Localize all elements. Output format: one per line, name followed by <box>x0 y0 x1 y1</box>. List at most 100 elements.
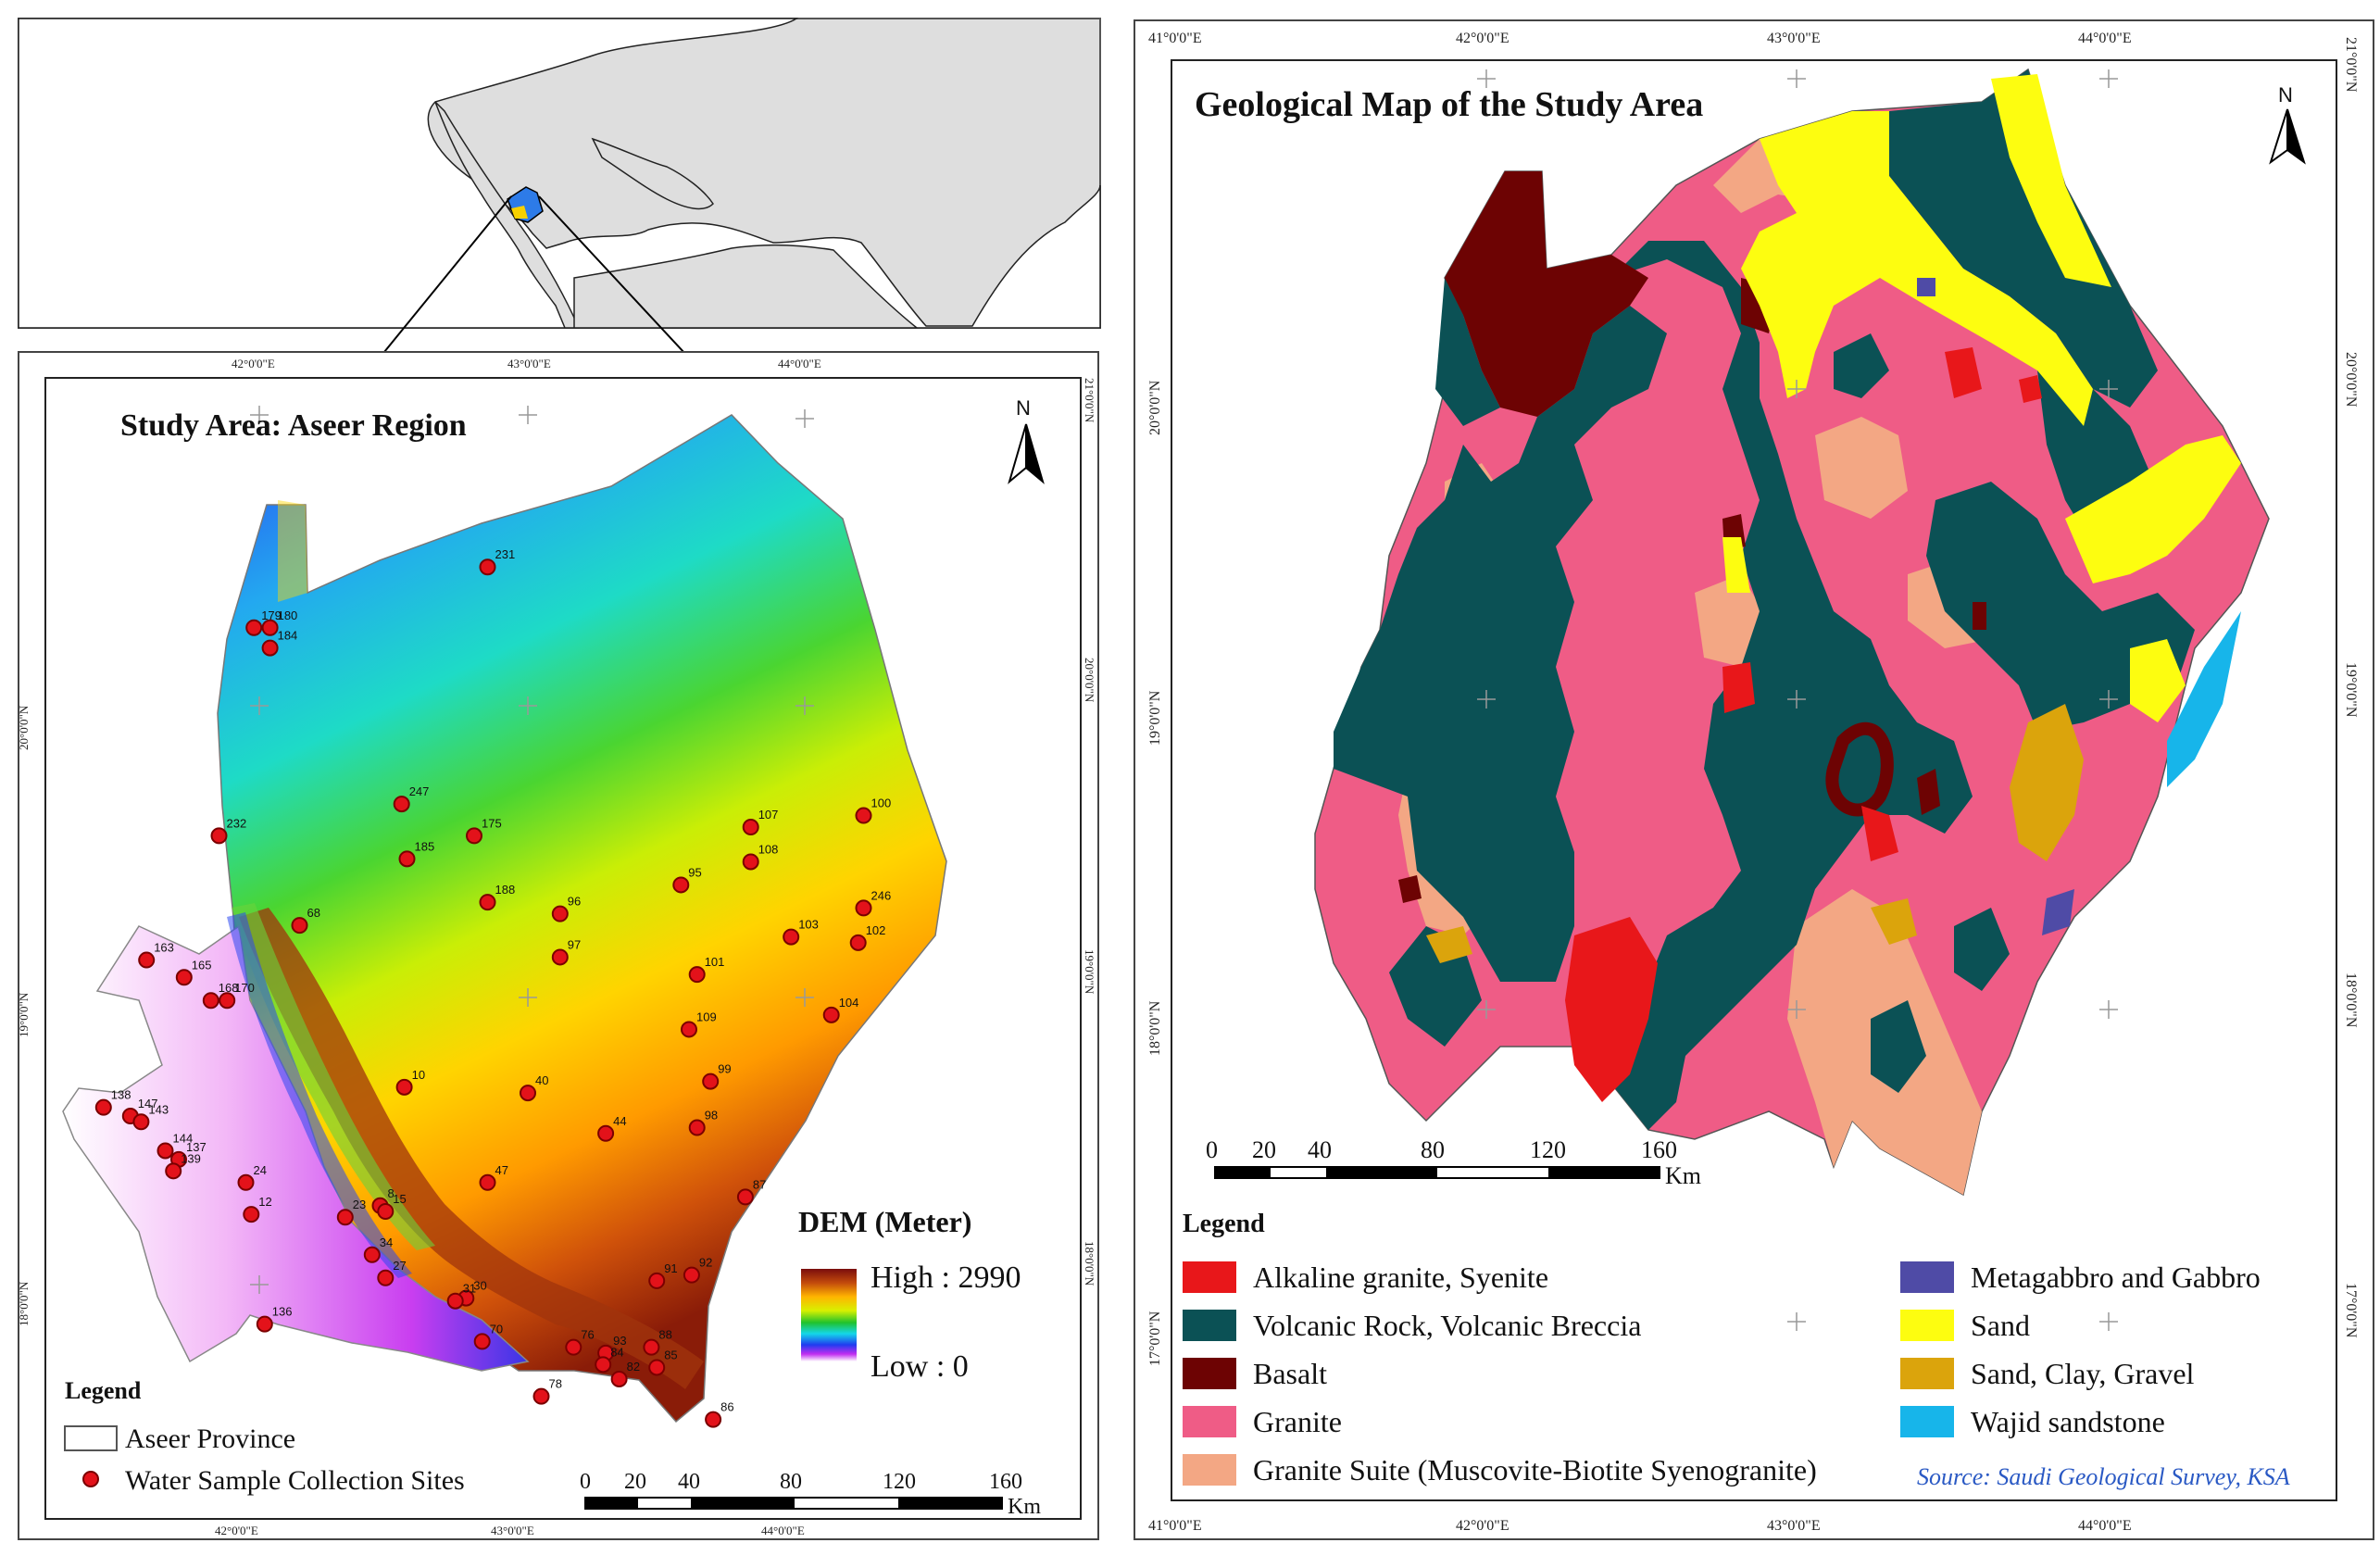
sample-site-label: 232 <box>227 816 247 830</box>
geo-scale-unit: Km <box>1665 1162 1701 1189</box>
sample-site-label: 231 <box>495 547 516 561</box>
sample-site-marker <box>705 1411 722 1428</box>
dem-bottom-tick-3: 44°0'0"E <box>761 1524 805 1537</box>
geology-map-title: Geological Map of the Study Area <box>1195 85 1703 124</box>
sample-site-label: 188 <box>495 883 516 897</box>
sample-site-marker <box>648 1359 666 1376</box>
geology-legend-swatch <box>1900 1310 1954 1341</box>
dem-right-tick-2: 20°0'0"N <box>1083 658 1096 703</box>
geo-right-tick-3: 19°0'0"N <box>2343 662 2359 718</box>
sample-site-marker <box>243 1206 260 1223</box>
geo-right-tick-4: 18°0'0"N <box>2343 972 2359 1028</box>
sample-site-label: 138 <box>111 1088 132 1102</box>
dem-scale-80: 80 <box>780 1470 802 1494</box>
sample-site-label: 163 <box>154 941 174 955</box>
sample-site-marker <box>597 1124 615 1142</box>
sample-site-marker <box>291 917 308 935</box>
sample-site-label: 27 <box>393 1259 406 1273</box>
sample-site-marker <box>565 1338 582 1356</box>
geology-legend-swatch <box>1183 1454 1236 1486</box>
sample-site-marker <box>855 807 872 824</box>
geo-right-tick-2: 20°0'0"N <box>2343 352 2359 408</box>
geology-sand-clay-gravel <box>2010 704 2084 861</box>
sample-site-marker <box>479 558 496 576</box>
sample-site-label: 34 <box>380 1236 393 1249</box>
geo-left-tick-2: 19°0'0"N <box>1147 690 1163 746</box>
geo-scale-120: 120 <box>1530 1136 1566 1163</box>
sample-site-label: 8 <box>388 1186 395 1200</box>
geo-scale-40: 40 <box>1308 1136 1332 1163</box>
sample-site-label: 78 <box>549 1377 562 1391</box>
geology-legend-swatch <box>1183 1358 1236 1389</box>
geo-top-tick-2: 42°0'0"E <box>1456 31 1509 46</box>
sample-site-marker <box>736 1188 754 1206</box>
sample-site-label: 170 <box>234 981 255 995</box>
dem-legend-title: DEM (Meter) <box>798 1205 971 1238</box>
sample-site-marker <box>688 966 706 984</box>
sample-site-marker <box>532 1387 550 1405</box>
sample-site-marker <box>157 1142 174 1160</box>
sample-site-marker <box>683 1266 700 1284</box>
sample-site-marker <box>610 1370 628 1387</box>
sample-site-marker <box>595 1356 612 1374</box>
dem-north-arrow: N <box>1008 396 1045 484</box>
dem-scale-40: 40 <box>678 1470 700 1494</box>
sample-site-marker <box>849 934 867 951</box>
geology-legend-label: Granite Suite (Muscovite-Biotite Syenogr… <box>1253 1453 1817 1486</box>
geology-legend-label: Sand, Clay, Gravel <box>1971 1357 2195 1390</box>
geo-top-tick-3: 43°0'0"E <box>1767 31 1821 46</box>
sample-site-marker <box>742 819 759 836</box>
geology-legend-label: Alkaline granite, Syenite <box>1253 1261 1548 1294</box>
sample-site-label: 136 <box>272 1305 293 1319</box>
sample-site-marker <box>643 1338 660 1356</box>
sample-site-label: 93 <box>613 1334 626 1348</box>
geology-source: Source: Saudi Geological Survey, KSA <box>1917 1463 2290 1490</box>
geology-legend-swatch <box>1900 1406 1954 1437</box>
sample-site-marker <box>202 992 219 1010</box>
sample-site-label: 10 <box>412 1068 425 1082</box>
geology-legend-label: Metagabbro and Gabbro <box>1971 1261 2261 1294</box>
sample-site-label: 139 <box>181 1151 201 1165</box>
dem-scale-bar: 0 20 40 80 120 160 Km <box>580 1470 1041 1519</box>
sample-site-label: 137 <box>186 1140 207 1154</box>
geology-legend-label: Sand <box>1971 1309 2030 1342</box>
sample-site-marker <box>245 619 263 636</box>
geo-bottom-tick-3: 43°0'0"E <box>1767 1518 1821 1534</box>
sample-site-marker <box>132 1113 150 1131</box>
sample-site-label: 23 <box>353 1198 366 1211</box>
sample-site-label: 102 <box>866 923 886 937</box>
dem-top-tick-2: 43°0'0"E <box>507 357 551 370</box>
geology-north-label: N <box>2278 83 2293 107</box>
sample-site-label: 168 <box>219 981 239 995</box>
geology-sand <box>1741 111 2093 426</box>
geology-map-panel: 41°0'0"E 42°0'0"E 43°0'0"E 44°0'0"E 41°0… <box>1134 19 2374 1540</box>
sample-site-label: 92 <box>699 1256 712 1270</box>
sample-site-marker <box>479 1173 496 1191</box>
dem-north-label: N <box>1016 396 1031 420</box>
sample-site-label: 185 <box>415 839 435 853</box>
dem-right-tick-1: 21°0'0"N <box>1083 378 1096 423</box>
sample-site-label: 184 <box>278 629 298 643</box>
sample-site-marker <box>210 827 228 845</box>
sample-site-marker <box>446 1292 464 1310</box>
sample-site-label: 98 <box>705 1109 718 1123</box>
sample-site-marker <box>681 1021 697 1038</box>
sample-site-label: 95 <box>688 865 701 879</box>
dem-scale-unit: Km <box>1008 1495 1041 1519</box>
sample-site-label: 85 <box>664 1348 677 1361</box>
dem-left-tick-1: 20°0'0"N <box>17 705 31 750</box>
sample-site-label: 180 <box>278 608 298 622</box>
sample-site-marker <box>94 1098 112 1116</box>
dem-map-panel: 42°0'0"E 43°0'0"E 44°0'0"E 42°0'0"E 43°0… <box>17 351 1099 1540</box>
sample-site-label: 91 <box>664 1261 677 1275</box>
sample-site-marker <box>742 853 759 871</box>
locator-map <box>18 18 1101 329</box>
dem-map-title: Study Area: Aseer Region <box>120 408 467 443</box>
sample-site-label: 96 <box>568 895 581 909</box>
geology-scale-bar: 0 20 40 80 120 160 Km <box>1206 1136 1701 1189</box>
sample-site-marker <box>261 619 279 636</box>
sample-site-label: 143 <box>148 1102 169 1116</box>
sample-site-marker <box>551 948 569 966</box>
sample-site-marker <box>822 1006 840 1023</box>
